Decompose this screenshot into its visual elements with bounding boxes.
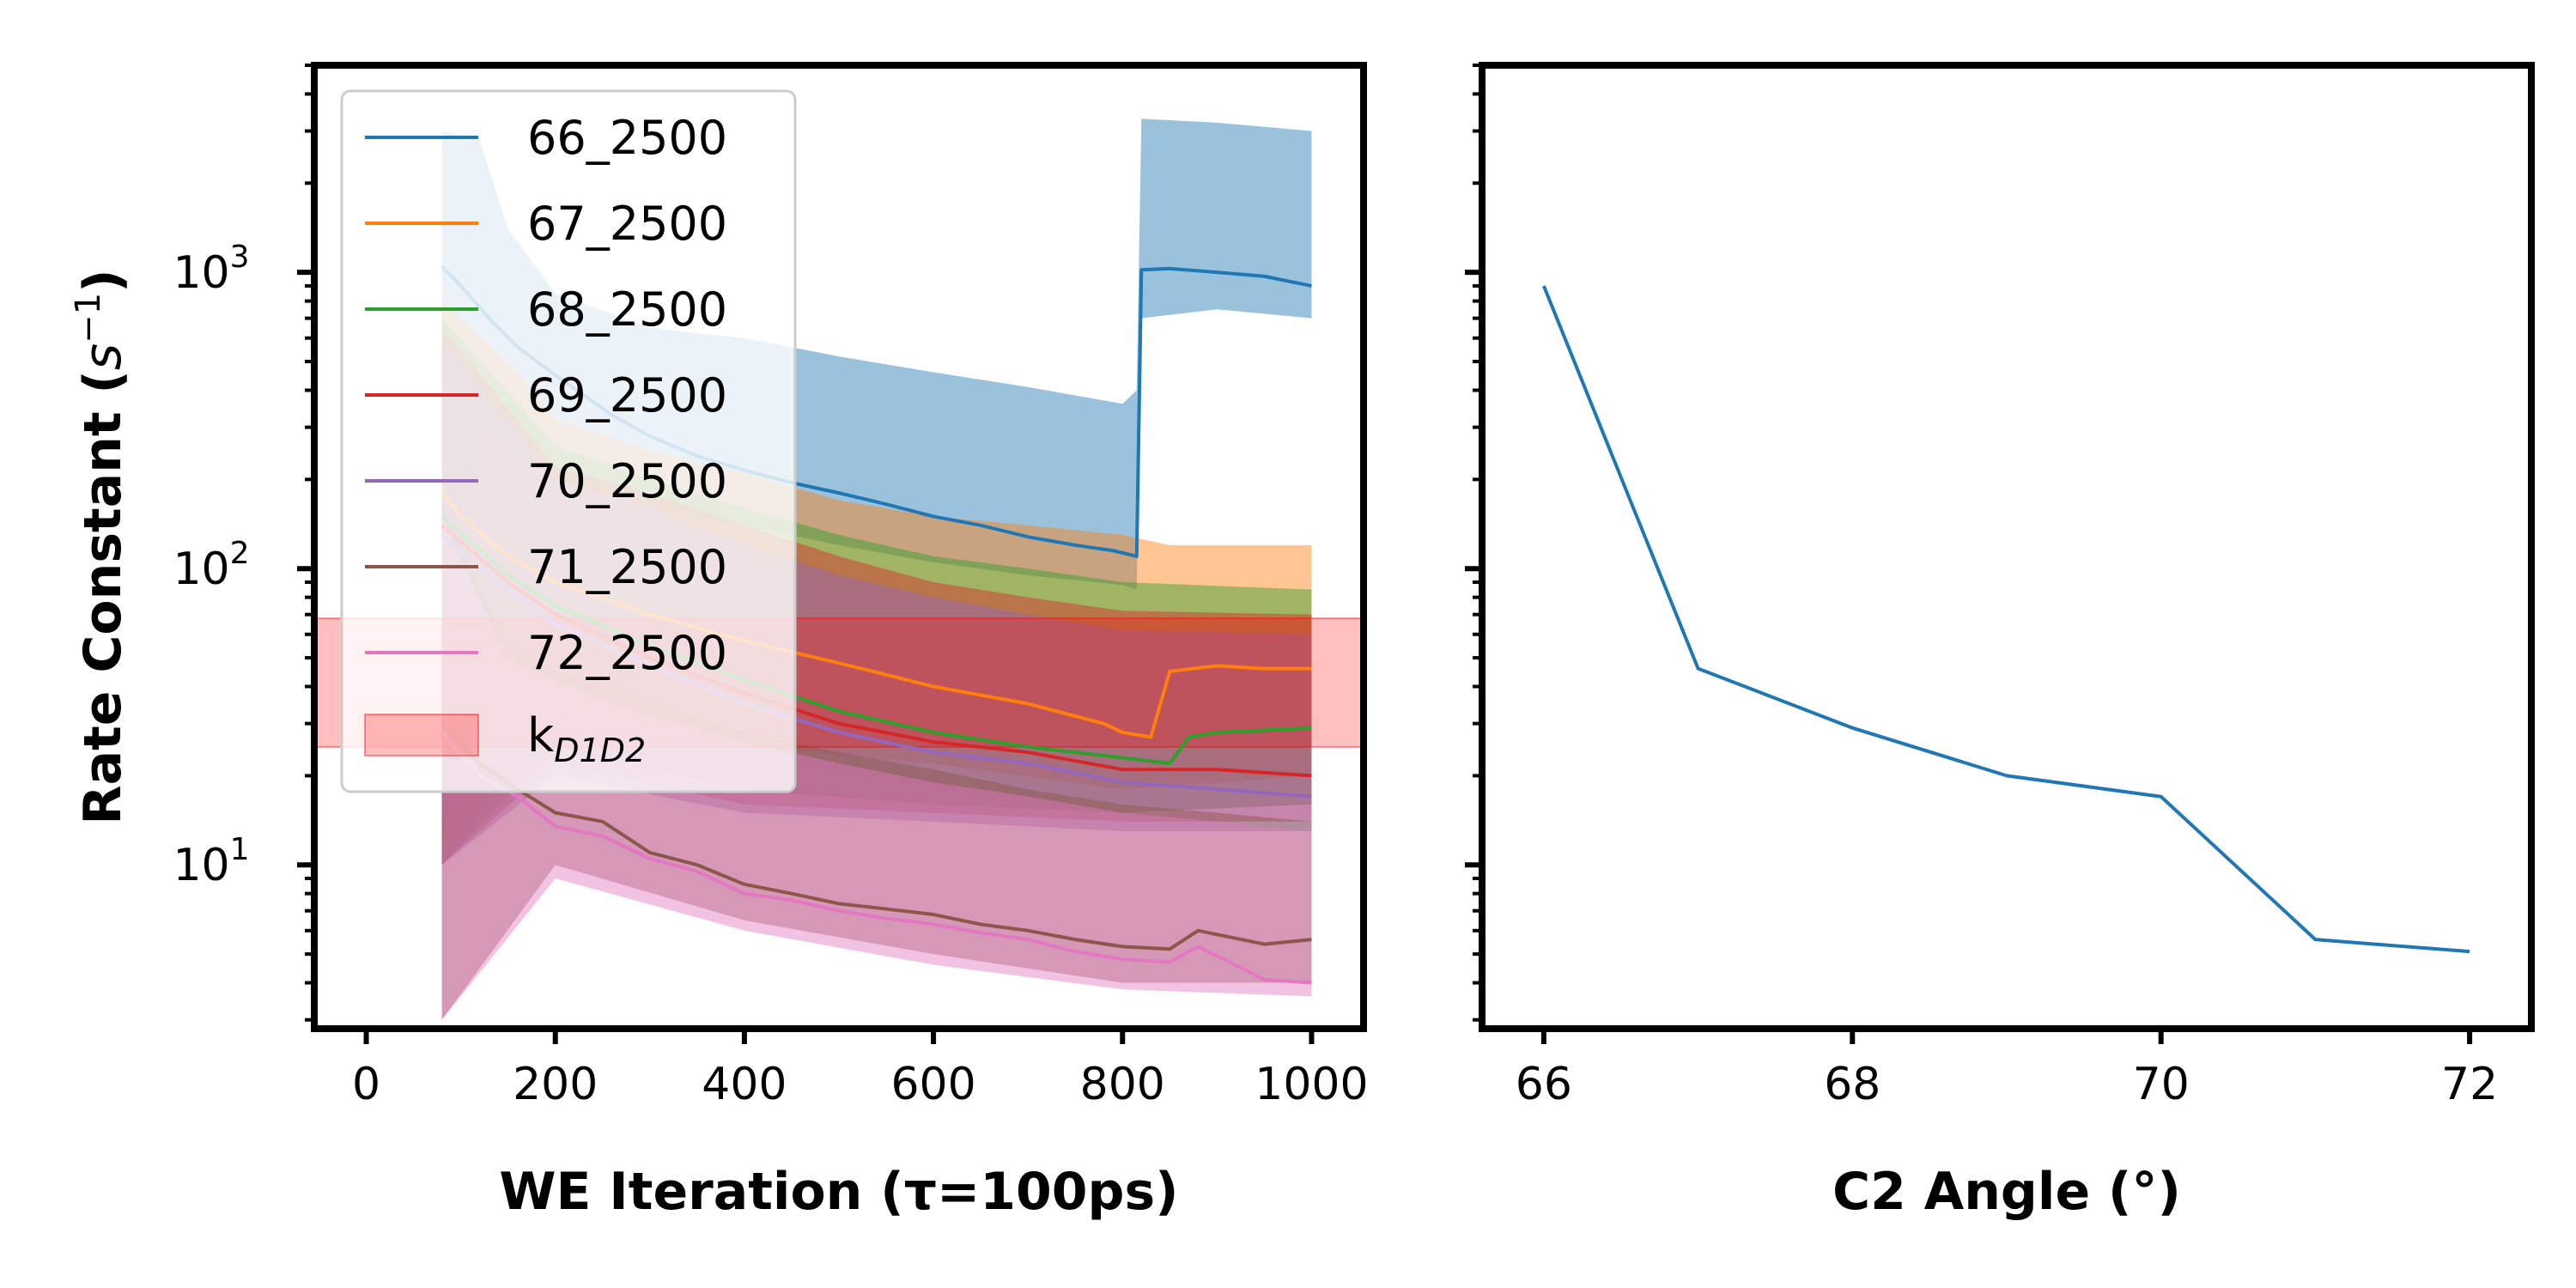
left-x-ticks: 0 200 400 600 800 1000	[352, 1029, 1369, 1110]
left-plot-area	[314, 118, 1364, 1020]
legend-swatch-band	[364, 714, 479, 756]
series-band-72_2500	[441, 516, 1312, 1020]
series-band-66_2500	[441, 118, 1312, 866]
legend-label-69_2500: 69_2500	[527, 368, 727, 422]
series-line-72_2500	[440, 731, 1312, 985]
legend-label-band: kD1D2	[527, 708, 646, 769]
legend-box	[340, 89, 797, 793]
right-y-ticks	[1465, 64, 1482, 1022]
x-tick-label: 70	[2133, 1059, 2190, 1110]
left-panel: 0 200 400 600 800 1000 101 102 103 WE Iteration…	[69, 62, 1369, 1222]
legend-label-68_2500: 68_2500	[527, 283, 727, 337]
x-tick-label: 68	[1824, 1059, 1880, 1110]
x-tick-label: 200	[513, 1059, 598, 1110]
left-y-axis-label: Rate Constant (s−1)	[69, 269, 133, 824]
legend-label-72_2500: 72_2500	[527, 626, 727, 680]
right-x-ticks: 66 68 70 72	[1516, 1029, 2498, 1110]
left-x-axis-label: WE Iteration (τ=100ps)	[499, 1162, 1178, 1222]
x-tick-label: 800	[1080, 1059, 1165, 1110]
y-tick-label: 103	[173, 240, 249, 299]
y-tick-label: 101	[173, 832, 249, 891]
legend-label-71_2500: 71_2500	[527, 540, 727, 594]
c2-angle-rate-line	[1542, 285, 2470, 954]
right-axes-frame	[1479, 62, 2535, 1032]
left-axes-frame	[311, 62, 1367, 1032]
left-y-ticks: 101 102 103	[173, 64, 314, 1022]
x-tick-label: 1000	[1255, 1059, 1368, 1110]
x-tick-label: 72	[2441, 1059, 2498, 1110]
series-line-71_2500	[440, 722, 1312, 951]
right-plot-area	[1542, 285, 2470, 954]
legend-label-67_2500: 67_2500	[527, 197, 727, 251]
x-tick-label: 600	[890, 1059, 975, 1110]
right-panel: 66 68 70 72 C2 Angle (°)	[1465, 62, 2535, 1222]
legend-label-66_2500: 66_2500	[527, 111, 727, 165]
series-band-71_2500	[441, 507, 1312, 1020]
legend-label-70_2500: 70_2500	[527, 454, 727, 508]
legend: 66_2500 67_2500 68_2500 69_2500 70_2500 71_25…	[340, 89, 797, 793]
x-tick-label: 66	[1516, 1059, 1572, 1110]
x-tick-label: 400	[702, 1059, 787, 1110]
x-tick-label: 0	[352, 1059, 380, 1110]
right-x-axis-label: C2 Angle (°)	[1832, 1162, 2181, 1222]
y-tick-label: 102	[173, 536, 249, 595]
